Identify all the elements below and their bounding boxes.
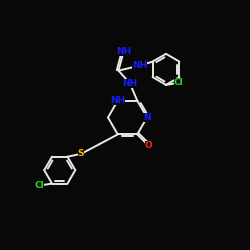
Text: N: N	[143, 113, 151, 122]
Text: S: S	[78, 150, 84, 158]
Text: NH: NH	[110, 96, 126, 105]
Text: Cl: Cl	[174, 78, 184, 87]
Text: Cl: Cl	[34, 181, 44, 190]
Text: O: O	[144, 141, 152, 150]
Text: NH: NH	[132, 61, 148, 70]
Text: NH: NH	[122, 78, 138, 88]
Text: NH: NH	[116, 47, 131, 56]
